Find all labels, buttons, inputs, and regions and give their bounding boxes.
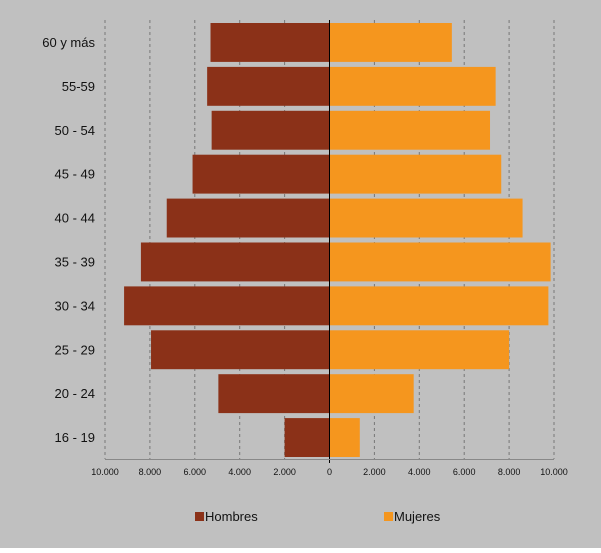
x-tick-label: 2.000 (363, 467, 386, 477)
legend-swatch (384, 512, 393, 521)
x-tick-label: 6.000 (453, 467, 476, 477)
bar-mujeres (329, 23, 452, 62)
category-label: 55-59 (62, 79, 95, 94)
bar-hombres (210, 23, 330, 62)
category-label: 60 y más (42, 35, 95, 50)
bar-mujeres (329, 286, 549, 326)
x-tick-label: 6.000 (184, 467, 207, 477)
bars-layer (124, 23, 551, 457)
bar-mujeres (329, 110, 491, 150)
bar-hombres (284, 418, 330, 457)
x-tick-labels: 10.000 8.000 6.000 4.000 2.000 0 2.000 4.000 6.0… (91, 467, 568, 477)
category-labels: 60 y más 55-59 50 - 54 45 - 49 40 - 44 35 - 3… (42, 35, 95, 445)
category-label: 16 - 19 (55, 430, 95, 445)
category-label: 25 - 29 (55, 342, 95, 357)
bar-hombres (124, 286, 330, 326)
legend-label: Hombres (205, 509, 258, 524)
x-tick-label: 4.000 (228, 467, 251, 477)
bar-mujeres (329, 330, 510, 370)
bar-hombres (151, 330, 330, 370)
x-tick-label: 4.000 (408, 467, 431, 477)
legend-label: Mujeres (394, 509, 441, 524)
x-tick-label: 0 (327, 467, 332, 477)
bar-hombres (140, 242, 330, 282)
bar-hombres (218, 374, 330, 414)
category-label: 20 - 24 (55, 386, 95, 401)
bar-mujeres (329, 198, 523, 238)
x-tick-label: 8.000 (139, 467, 162, 477)
category-label: 40 - 44 (55, 211, 95, 226)
category-label: 45 - 49 (55, 167, 95, 182)
x-tick-label: 10.000 (91, 467, 119, 477)
bar-mujeres (329, 242, 551, 282)
x-tick-label: 2.000 (273, 467, 296, 477)
legend: Hombres Mujeres (195, 509, 441, 524)
bar-hombres (192, 154, 330, 194)
category-label: 30 - 34 (55, 298, 95, 313)
bar-mujeres (329, 374, 414, 414)
category-label: 50 - 54 (55, 123, 95, 138)
bar-mujeres (329, 154, 502, 194)
bar-mujeres (329, 418, 360, 457)
bar-hombres (211, 110, 330, 150)
bar-mujeres (329, 66, 496, 106)
bar-hombres (207, 66, 330, 106)
legend-swatch (195, 512, 204, 521)
x-tick-label: 10.000 (540, 467, 568, 477)
bar-hombres (166, 198, 330, 238)
category-label: 35 - 39 (55, 254, 95, 269)
x-tick-label: 8.000 (498, 467, 521, 477)
